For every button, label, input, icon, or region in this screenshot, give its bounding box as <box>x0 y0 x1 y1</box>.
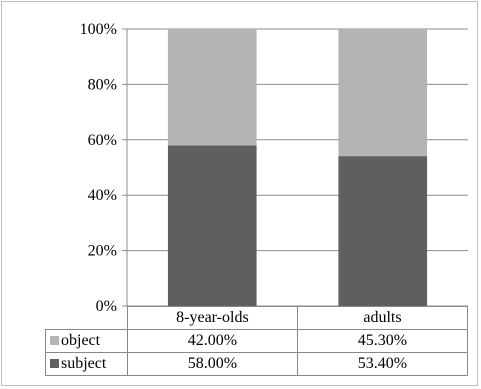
legend-object: object <box>45 329 128 353</box>
data-label-object-adults: 45.30% <box>296 329 469 353</box>
legend-swatch-subject <box>50 359 59 368</box>
category-label-8-year-olds: 8-year-olds <box>126 306 298 330</box>
data-label-object-8-year-olds: 42.00% <box>126 329 298 353</box>
legend-swatch-object <box>50 336 59 345</box>
y-tick-label-40pct: 40% <box>88 187 117 204</box>
y-tick-label-20pct: 20% <box>88 243 117 260</box>
bars <box>167 29 428 306</box>
y-tick-label-80pct: 80% <box>88 76 117 93</box>
bar-subject-8-year-olds <box>167 145 257 306</box>
table-row-object: object 42.00% 45.30% <box>45 329 469 353</box>
legend-label-object: object <box>61 332 101 349</box>
y-tick-label-100pct: 100% <box>80 21 117 38</box>
data-label-subject-8-year-olds: 58.00% <box>126 352 298 376</box>
legend-label-subject: subject <box>61 355 107 372</box>
bar-object-8-year-olds <box>167 29 257 146</box>
data-table: 8-year-olds adults object 42.00% 45.30% … <box>45 306 469 376</box>
bar-subject-adults <box>338 156 428 306</box>
table-header-row: 8-year-olds adults <box>45 306 469 330</box>
y-tick-label-60pct: 60% <box>88 132 117 149</box>
table-row-subject: subject 58.00% 53.40% <box>45 352 469 376</box>
table-corner-cell <box>45 306 128 330</box>
legend-subject: subject <box>45 352 128 376</box>
data-label-subject-adults: 53.40% <box>296 352 469 376</box>
y-axis-tick-labels: 0%20%40%60%80%100% <box>80 21 117 315</box>
category-label-adults: adults <box>296 306 469 330</box>
bar-object-adults <box>338 29 428 157</box>
